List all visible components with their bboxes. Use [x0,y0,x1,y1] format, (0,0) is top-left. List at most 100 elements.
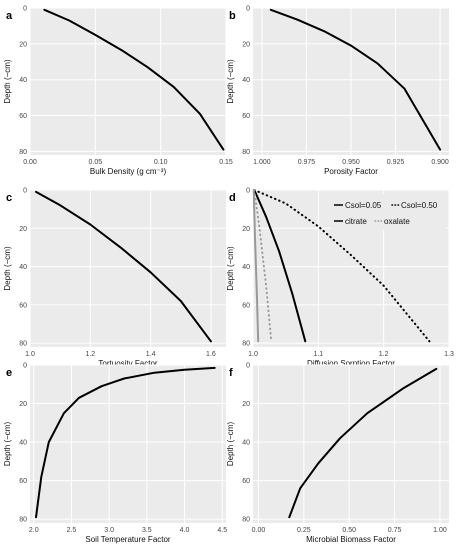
legend-box [331,194,446,230]
panel-f: 0.00 0.25 0.50 0.75 1.00 0 20 40 60 80 Microbial B… [226,363,449,544]
series-line-3 [252,189,260,343]
x-axis-label: Microbial Biomass Factor [306,535,396,544]
plot-background [30,8,226,155]
y-tick-label: 40 [242,440,250,447]
plot-background [30,365,226,523]
panel-c: 1.0 1.2 1.4 1.6 0 20 40 60 80 Tortuosity Factor De… [3,188,226,368]
legend-label: Csol=0.05 [345,201,382,210]
y-tick-label: 40 [19,440,27,447]
x-tick-label: 1.4 [146,351,156,358]
legend: Csol=0.05 Csol=0.50 citrate oxalate [331,194,446,230]
y-tick-label: 80 [242,517,250,524]
x-tick-label: 0.50 [342,527,356,534]
series-line-1 [35,366,216,519]
panel-b: 1.000 0.975 0.950 0.925 0.900 0 20 40 60 80 Porosi… [226,6,449,176]
x-tick-label: 1.00 [433,527,447,534]
y-axis-label: Depth (−cm) [3,59,12,104]
x-tick-label: 0.10 [154,159,168,166]
series-line-1 [253,189,307,343]
series-line-1 [43,8,225,151]
x-tick-label: 0.975 [298,159,316,166]
x-axis-label: Tortuosity Factor [98,359,157,368]
x-tick-label: 3.5 [142,527,152,534]
x-tick-label: 1.1 [313,351,323,358]
x-axis-label: Soil Temperature Factor [85,535,171,544]
x-tick-label: 0.900 [431,159,449,166]
y-tick-label: 40 [19,77,27,84]
panel-e: 2.0 2.5 3.0 3.5 4.0 4.5 0 20 40 60 80 Soil Temperat… [3,363,227,545]
y-axis-label: Depth (−cm) [226,59,235,104]
y-axis-label: Depth (−cm) [3,422,12,467]
panel-a: 0.00 0.05 0.10 0.15 0 20 40 60 80 Bulk Density (g… [3,6,233,177]
y-tick-label: 0 [23,6,27,13]
y-tick-label: 20 [242,41,250,48]
y-tick-label: 0 [246,188,250,195]
y-tick-label: 80 [19,341,27,348]
y-tick-label: 80 [19,517,27,524]
y-tick-label: 20 [19,41,27,48]
y-axis-label: Depth (−cm) [226,246,235,291]
legend-label: citrate [345,217,367,226]
y-tick-label: 20 [242,401,250,408]
y-tick-label: 20 [19,401,27,408]
y-tick-label: 80 [242,341,250,348]
y-tick-label: 0 [23,188,27,195]
y-tick-label: 40 [242,264,250,271]
x-tick-label: 0.25 [297,527,311,534]
x-tick-label: 4.5 [217,527,227,534]
y-tick-label: 40 [242,77,250,84]
y-tick-label: 60 [19,113,27,120]
x-tick-label: 0.925 [387,159,405,166]
x-tick-label: 1.3 [444,351,454,358]
y-tick-label: 40 [19,264,27,271]
series-line-1 [269,8,442,151]
x-tick-label: 2.0 [29,527,39,534]
y-tick-label: 80 [242,149,250,156]
panel-label: c [6,192,12,204]
y-tick-label: 60 [19,302,27,309]
x-tick-label: 0.00 [23,159,37,166]
y-tick-label: 20 [19,226,27,233]
x-tick-label: 2.5 [67,527,77,534]
x-tick-label: 3.0 [104,527,114,534]
x-tick-label: 1.2 [85,351,95,358]
y-tick-label: 60 [242,113,250,120]
plot-background [30,190,226,347]
x-axis-label: Porosity Factor [324,167,378,176]
plot-background [253,365,449,523]
legend-label: Csol=0.50 [401,201,438,210]
y-tick-label: 80 [19,149,27,156]
panel-label: a [6,10,13,22]
panel-d: 1.0 1.1 1.2 1.3 0 20 40 60 80 Diffusion Sorption … [226,188,454,369]
series-line-2 [253,189,431,343]
panel-label: b [229,10,236,22]
y-tick-label: 60 [19,478,27,485]
x-axis-label: Diffusion Sorption Factor [307,359,395,368]
x-axis-label: Bulk Density (g cm⁻³) [90,167,167,176]
y-axis-label: Depth (−cm) [226,422,235,467]
series-line-4 [253,189,273,343]
x-tick-label: 1.0 [25,351,35,358]
x-tick-label: 0.950 [342,159,360,166]
y-tick-label: 60 [242,478,250,485]
panel-label: e [6,367,12,379]
legend-label: oxalate [384,217,410,226]
x-tick-label: 1.6 [206,351,216,358]
x-tick-label: 0.15 [219,159,233,166]
y-axis-label: Depth (−cm) [3,246,12,291]
x-tick-label: 0.75 [388,527,402,534]
y-tick-label: 60 [242,302,250,309]
y-tick-label: 0 [246,6,250,13]
y-tick-label: 0 [23,363,27,370]
y-tick-label: 20 [242,226,250,233]
x-tick-label: 0.00 [252,527,266,534]
series-line-1 [288,367,438,519]
panel-label: d [229,192,236,204]
x-tick-label: 1.000 [253,159,271,166]
x-tick-label: 1.0 [248,351,258,358]
x-tick-label: 4.0 [180,527,190,534]
y-tick-label: 0 [246,363,250,370]
panel-label: f [229,367,233,379]
x-tick-label: 1.2 [379,351,389,358]
